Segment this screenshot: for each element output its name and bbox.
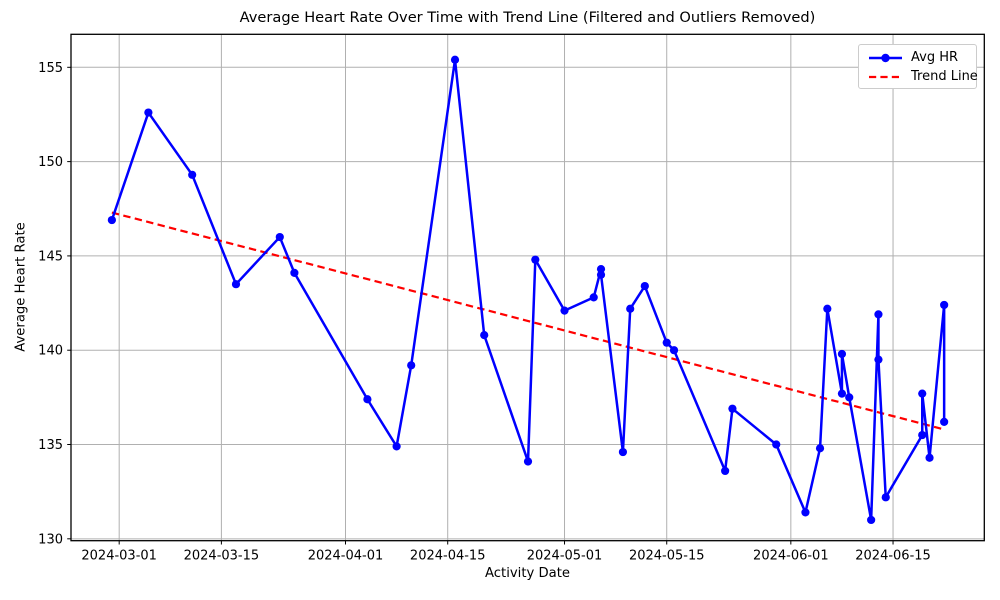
svg-text:2024-03-01: 2024-03-01	[81, 549, 157, 564]
svg-text:2024-04-01: 2024-04-01	[308, 549, 384, 564]
svg-text:2024-06-01: 2024-06-01	[753, 549, 829, 564]
svg-text:130: 130	[38, 532, 63, 547]
y-axis-ticks: 130 135 140 145 150 155	[38, 61, 71, 547]
grid-lines	[71, 34, 985, 541]
avg-hr-markers	[107, 55, 949, 525]
legend-item-trend-line: Trend Line	[859, 67, 978, 86]
svg-text:135: 135	[38, 438, 63, 453]
avg-hr-line	[110, 58, 946, 522]
plot-border	[70, 33, 985, 542]
svg-text:2024-04-15: 2024-04-15	[410, 549, 486, 564]
svg-text:2024-05-01: 2024-05-01	[527, 549, 603, 564]
legend-label: Avg HR	[911, 50, 959, 65]
legend-label: Trend Line	[911, 69, 978, 84]
legend: Avg HR Trend Line	[858, 44, 978, 89]
svg-text:2024-03-15: 2024-03-15	[184, 549, 260, 564]
svg-text:145: 145	[38, 249, 63, 264]
svg-text:150: 150	[38, 155, 63, 170]
line-marker-icon	[869, 53, 902, 62]
svg-text:2024-06-15: 2024-06-15	[855, 549, 931, 564]
x-axis-ticks: 2024-03-01 2024-03-15 2024-04-01 2024-04-15…	[81, 540, 931, 564]
svg-text:140: 140	[38, 344, 63, 359]
dashed-line-icon	[869, 75, 902, 78]
trend-line	[111, 211, 945, 431]
svg-text:2024-05-15: 2024-05-15	[629, 549, 705, 564]
svg-text:155: 155	[38, 61, 63, 76]
x-axis-label: Activity Date	[484, 566, 571, 581]
chart-title: Average Heart Rate Over Time with Trend …	[239, 9, 816, 26]
y-axis-label: Average Heart Rate	[13, 222, 29, 352]
legend-item-avg-hr: Avg HR	[859, 48, 976, 67]
